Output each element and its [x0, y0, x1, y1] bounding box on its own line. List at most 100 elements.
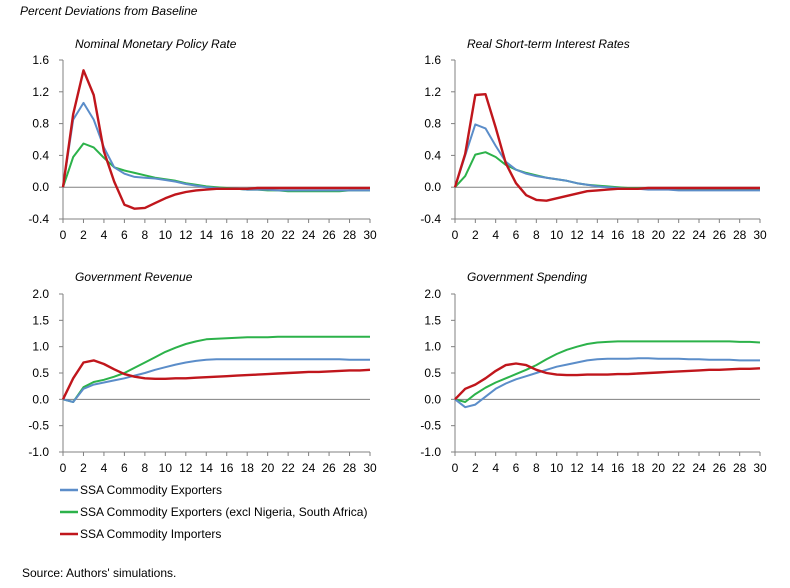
x-tick-label: 26: [713, 461, 727, 475]
y-tick-label: 1.0: [32, 340, 49, 354]
chart-title: Nominal Monetary Policy Rate: [75, 37, 237, 51]
y-tick-label: 0.0: [424, 392, 441, 406]
chart-title: Real Short-term Interest Rates: [467, 37, 630, 51]
x-tick-label: 16: [611, 461, 625, 475]
y-tick-label: -0.4: [420, 212, 441, 226]
x-tick-label: 30: [363, 461, 377, 475]
legend-label-exporters_excl: SSA Commodity Exporters (excl Nigeria, S…: [80, 505, 367, 519]
x-tick-label: 10: [550, 461, 564, 475]
series-line-exporters_excl: [454, 151, 760, 190]
x-tick-label: 30: [363, 228, 377, 242]
x-tick-label: 18: [631, 461, 645, 475]
y-tick-label: 0.8: [424, 117, 441, 131]
series-line-importers: [453, 92, 760, 202]
x-tick-label: 4: [492, 228, 499, 242]
y-tick-label: 1.5: [424, 313, 441, 327]
x-tick-label: 12: [570, 228, 584, 242]
x-tick-label: 16: [220, 461, 234, 475]
legend: SSA Commodity Exporters SSA Commodity Exp…: [60, 483, 367, 541]
y-tick-label: 1.5: [32, 313, 49, 327]
x-tick-label: 26: [713, 228, 727, 242]
x-tick-label: 0: [60, 461, 67, 475]
series-line-importers: [61, 359, 371, 400]
series-line-exporters: [62, 358, 370, 403]
x-tick-label: 26: [322, 461, 336, 475]
x-tick-label: 2: [472, 461, 479, 475]
x-tick-label: 22: [672, 461, 686, 475]
x-tick-label: 6: [121, 461, 128, 475]
y-tick-label: 1.2: [32, 85, 49, 99]
legend-label-importers: SSA Commodity Importers: [80, 527, 221, 541]
y-tick-label: -1.0: [420, 445, 441, 459]
x-tick-label: 8: [533, 228, 540, 242]
series-line-exporters: [454, 123, 760, 192]
series-line-exporters_excl: [62, 335, 370, 403]
y-tick-label: -0.4: [28, 212, 49, 226]
x-tick-label: 8: [142, 461, 149, 475]
x-tick-label: 14: [200, 461, 214, 475]
x-tick-label: 0: [452, 228, 459, 242]
x-tick-label: 2: [472, 228, 479, 242]
x-tick-label: 18: [241, 461, 255, 475]
chart-panel-2: Real Short-term Interest Rates -0.4 0.0 0.4…: [420, 37, 767, 242]
x-tick-label: 2: [80, 461, 87, 475]
x-tick-label: 16: [220, 228, 234, 242]
x-tick-label: 12: [570, 461, 584, 475]
x-tick-label: 4: [101, 461, 108, 475]
y-tick-label: 0.0: [424, 180, 441, 194]
chart-panel-4: Government Spending -1.0 -0.5 0.0 0.5 1.0 1.5 2…: [420, 270, 767, 475]
x-tick-label: 4: [101, 228, 108, 242]
x-tick-label: 28: [343, 461, 357, 475]
x-tick-label: 22: [672, 228, 686, 242]
y-tick-label: 0.5: [424, 366, 441, 380]
series-line-exporters: [62, 101, 370, 192]
legend-label-exporters: SSA Commodity Exporters: [80, 483, 222, 497]
x-tick-label: 24: [302, 228, 316, 242]
y-tick-label: -0.5: [420, 419, 441, 433]
x-tick-label: 24: [692, 461, 706, 475]
y-tick-label: 1.0: [424, 340, 441, 354]
x-tick-label: 18: [631, 228, 645, 242]
x-tick-label: 14: [200, 228, 214, 242]
y-tick-label: 1.6: [32, 53, 49, 67]
y-tick-label: 0.5: [32, 366, 49, 380]
x-tick-label: 24: [692, 228, 706, 242]
x-tick-label: 14: [591, 228, 605, 242]
x-tick-label: 20: [261, 461, 275, 475]
x-tick-label: 16: [611, 228, 625, 242]
x-tick-label: 0: [60, 228, 67, 242]
y-tick-label: 0.8: [32, 117, 49, 131]
chart-title: Government Spending: [467, 270, 587, 284]
y-tick-label: 1.6: [424, 53, 441, 67]
y-tick-label: 0.4: [424, 148, 441, 162]
y-tick-label: 0.0: [32, 180, 49, 194]
chart-panel-1: Nominal Monetary Policy Rate -0.4 0.0 0.4 0.…: [28, 37, 377, 242]
x-tick-label: 8: [142, 228, 149, 242]
x-tick-label: 6: [121, 228, 128, 242]
x-tick-label: 22: [281, 228, 295, 242]
x-tick-label: 24: [302, 461, 316, 475]
chart-panels: Nominal Monetary Policy Rate -0.4 0.0 0.4 0.…: [28, 37, 767, 475]
series-line-exporters: [454, 357, 760, 409]
x-tick-label: 30: [753, 461, 767, 475]
x-tick-label: 28: [733, 461, 747, 475]
x-tick-label: 2: [80, 228, 87, 242]
x-tick-label: 28: [733, 228, 747, 242]
y-tick-label: 0.0: [32, 392, 49, 406]
x-tick-label: 6: [513, 461, 520, 475]
x-tick-label: 6: [513, 228, 520, 242]
chart-panel-3: Government Revenue -1.0 -0.5 0.0 0.5 1.0 1.5 2.…: [28, 270, 377, 475]
x-tick-label: 10: [159, 228, 173, 242]
x-tick-label: 28: [343, 228, 357, 242]
y-tick-label: 2.0: [32, 287, 49, 301]
source-note: Source: Authors' simulations.: [22, 566, 176, 580]
y-tick-label: -0.5: [28, 419, 49, 433]
x-tick-label: 20: [652, 461, 666, 475]
x-tick-label: 10: [550, 228, 564, 242]
x-tick-label: 20: [652, 228, 666, 242]
x-tick-label: 20: [261, 228, 275, 242]
figure-header: Percent Deviations from Baseline: [20, 4, 198, 18]
x-tick-label: 0: [452, 461, 459, 475]
x-tick-label: 4: [492, 461, 499, 475]
